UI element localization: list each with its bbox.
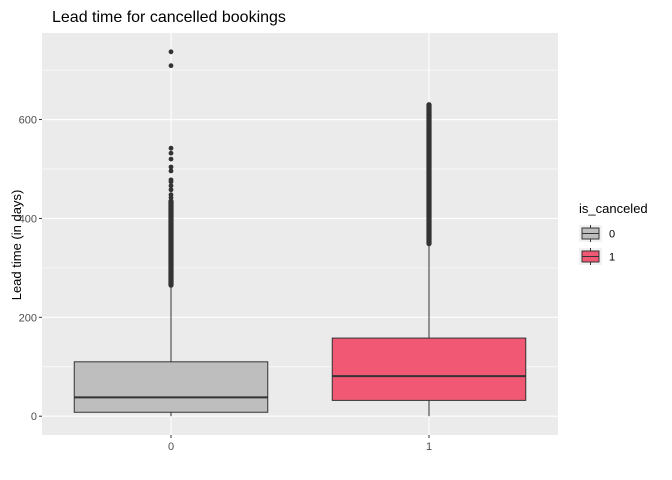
legend-title: is_canceled [579, 201, 648, 216]
y-tick-label: 0 [31, 411, 37, 423]
legend: is_canceled 0 1 [579, 201, 648, 265]
box-iqr [331, 337, 527, 401]
y-tick-label: 200 [19, 312, 37, 324]
outlier-point [168, 145, 174, 151]
outlier-point [168, 164, 174, 170]
outlier-point [168, 168, 174, 174]
legend-key-0 [579, 225, 602, 242]
x-tick-label: 1 [426, 441, 432, 453]
outlier-point [168, 150, 174, 156]
outlier-point [168, 63, 174, 69]
outlier-point [168, 192, 174, 198]
box-iqr [73, 361, 269, 413]
outlier-point [168, 183, 174, 189]
x-tick-label: 0 [168, 441, 174, 453]
box-plots [73, 49, 527, 417]
y-tick-label: 600 [19, 115, 37, 127]
legend-label: 0 [609, 229, 615, 241]
y-axis: 0 200 400 600 [19, 115, 42, 423]
chart-title: Lead time for cancelled bookings [52, 9, 286, 26]
box-0 [73, 49, 269, 417]
outlier-point [168, 187, 174, 193]
y-axis-title: Lead time (in days) [9, 190, 24, 301]
y-tick-label: 400 [19, 213, 37, 225]
legend-key-1 [579, 248, 602, 265]
box-1 [331, 102, 527, 417]
outlier-point [168, 49, 174, 55]
outlier-point [168, 156, 174, 162]
legend-label: 1 [609, 252, 615, 264]
outlier-point [168, 177, 174, 183]
